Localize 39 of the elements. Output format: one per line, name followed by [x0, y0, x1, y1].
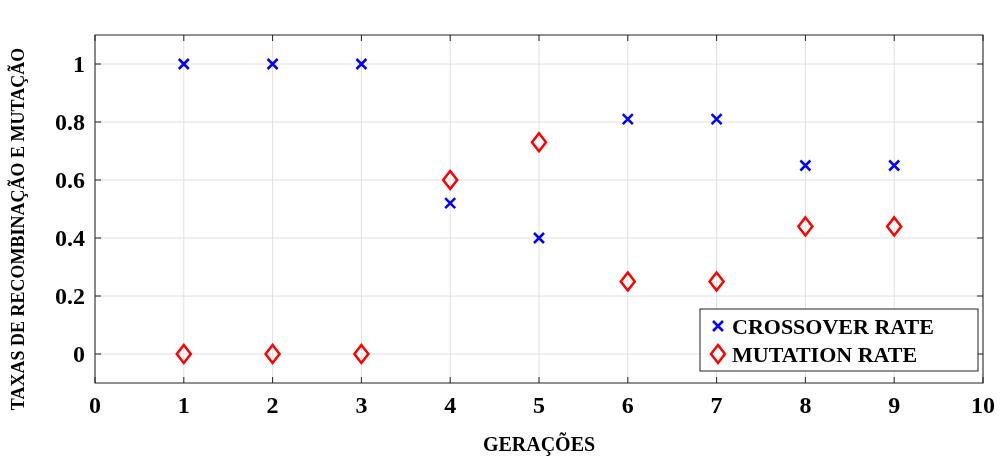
point: [619, 271, 637, 292]
y-tick-label: 0: [73, 341, 85, 368]
legend-label: MUTATION RATE: [732, 341, 918, 367]
point: [175, 343, 193, 365]
point: [799, 159, 812, 172]
x-tick-label: 2: [266, 392, 279, 418]
point: [441, 169, 459, 191]
x-axis-title: GERAÇÕES: [482, 432, 596, 456]
legend-label: CROSSOVER RATE: [732, 313, 934, 339]
y-tick-label: 0.4: [55, 225, 85, 252]
point: [443, 196, 457, 210]
point: [621, 112, 635, 126]
point: [353, 343, 370, 365]
x-tick-label: 9: [888, 392, 901, 418]
point: [530, 132, 548, 153]
y-axis-title: TAXAS DE RECOMBINAÇÃO E MUTAÇÃO: [7, 47, 28, 411]
x-tick-label: 10: [971, 392, 995, 418]
x-tick-label: 4: [444, 392, 457, 418]
point: [177, 57, 191, 71]
point: [264, 343, 281, 365]
point: [710, 112, 723, 126]
x-tick-label: 5: [533, 392, 545, 418]
point: [708, 271, 725, 292]
point: [355, 57, 368, 71]
point: [266, 57, 279, 71]
point: [797, 216, 814, 237]
point: [885, 216, 903, 237]
y-tick-label: 1: [73, 51, 85, 78]
x-tick-label: 1: [177, 392, 190, 418]
x-tick-label: 6: [621, 392, 634, 418]
x-tick-label: 7: [710, 392, 723, 418]
point: [532, 231, 546, 245]
point: [887, 159, 901, 172]
x-tick-label: 3: [355, 392, 368, 418]
y-tick-label: 0.6: [55, 167, 85, 194]
x-tick-label: 0: [89, 392, 101, 418]
y-tick-label: 0.8: [55, 109, 85, 136]
y-tick-label: 0.2: [55, 283, 85, 310]
x-tick-label: 8: [799, 392, 812, 418]
